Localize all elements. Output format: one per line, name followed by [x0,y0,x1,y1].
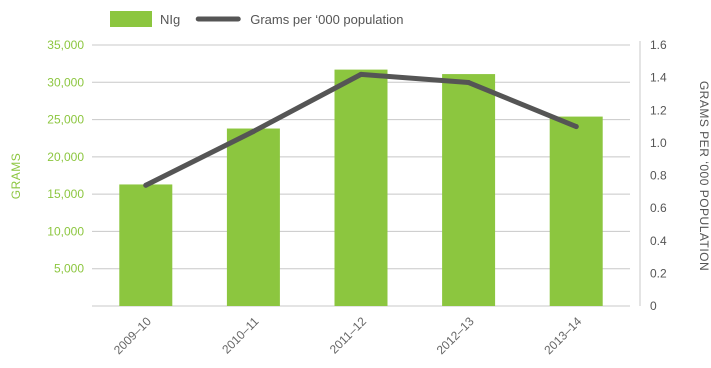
y-left-axis-title: GRAMS [9,153,23,200]
y-right-tick-label: 1.4 [650,71,667,85]
bar-201213 [442,74,496,306]
x-tick-label: 2013–14 [541,314,584,357]
bar-201112 [334,69,388,306]
y-left-tick-label: 25,000 [47,113,84,127]
y-right-tick-label: 0.8 [650,169,667,183]
line-point [573,124,579,130]
x-tick-label: 2011–12 [327,314,370,357]
line-series [143,71,579,188]
y-right-axis-title: GRAMS PER ‘000 POPULATION [697,81,711,271]
legend-label-line: Grams per ‘000 population [250,12,403,27]
y-left-tick-label: 30,000 [47,75,84,89]
legend-label-bar: NIg [160,12,180,27]
bar-series [119,69,603,307]
x-tick-label: 2012–13 [434,314,477,357]
legend: NIg Grams per ‘000 population [110,11,403,27]
y-right-tick-label: 0.2 [650,266,667,280]
bar-201011 [226,128,280,306]
y-right-tick-label: 0.4 [650,234,667,248]
line-point [143,182,149,188]
y-right-tick-label: 1.2 [650,103,667,117]
line-point [466,80,472,86]
bar-201314 [549,116,603,307]
line-point [250,128,256,134]
y-right-tick-label: 1.6 [650,38,667,52]
x-tick-label: 2010–11 [219,314,262,357]
y-left-tick-label: 35,000 [47,38,84,52]
legend-swatch-bar [110,11,152,27]
y-left-tick-label: 20,000 [47,150,84,164]
y-left-tick-label: 5,000 [54,262,84,276]
x-tick-label: 2009–10 [111,314,154,357]
bar-200910 [119,184,173,306]
y-right-tick-label: 0.6 [650,201,667,215]
y-left-tick-label: 15,000 [47,187,84,201]
line-point [358,71,364,77]
y-right-tick-label: 1.0 [650,136,667,150]
y-left-tick-label: 10,000 [47,224,84,238]
y-right-tick-label: 0 [650,299,657,313]
